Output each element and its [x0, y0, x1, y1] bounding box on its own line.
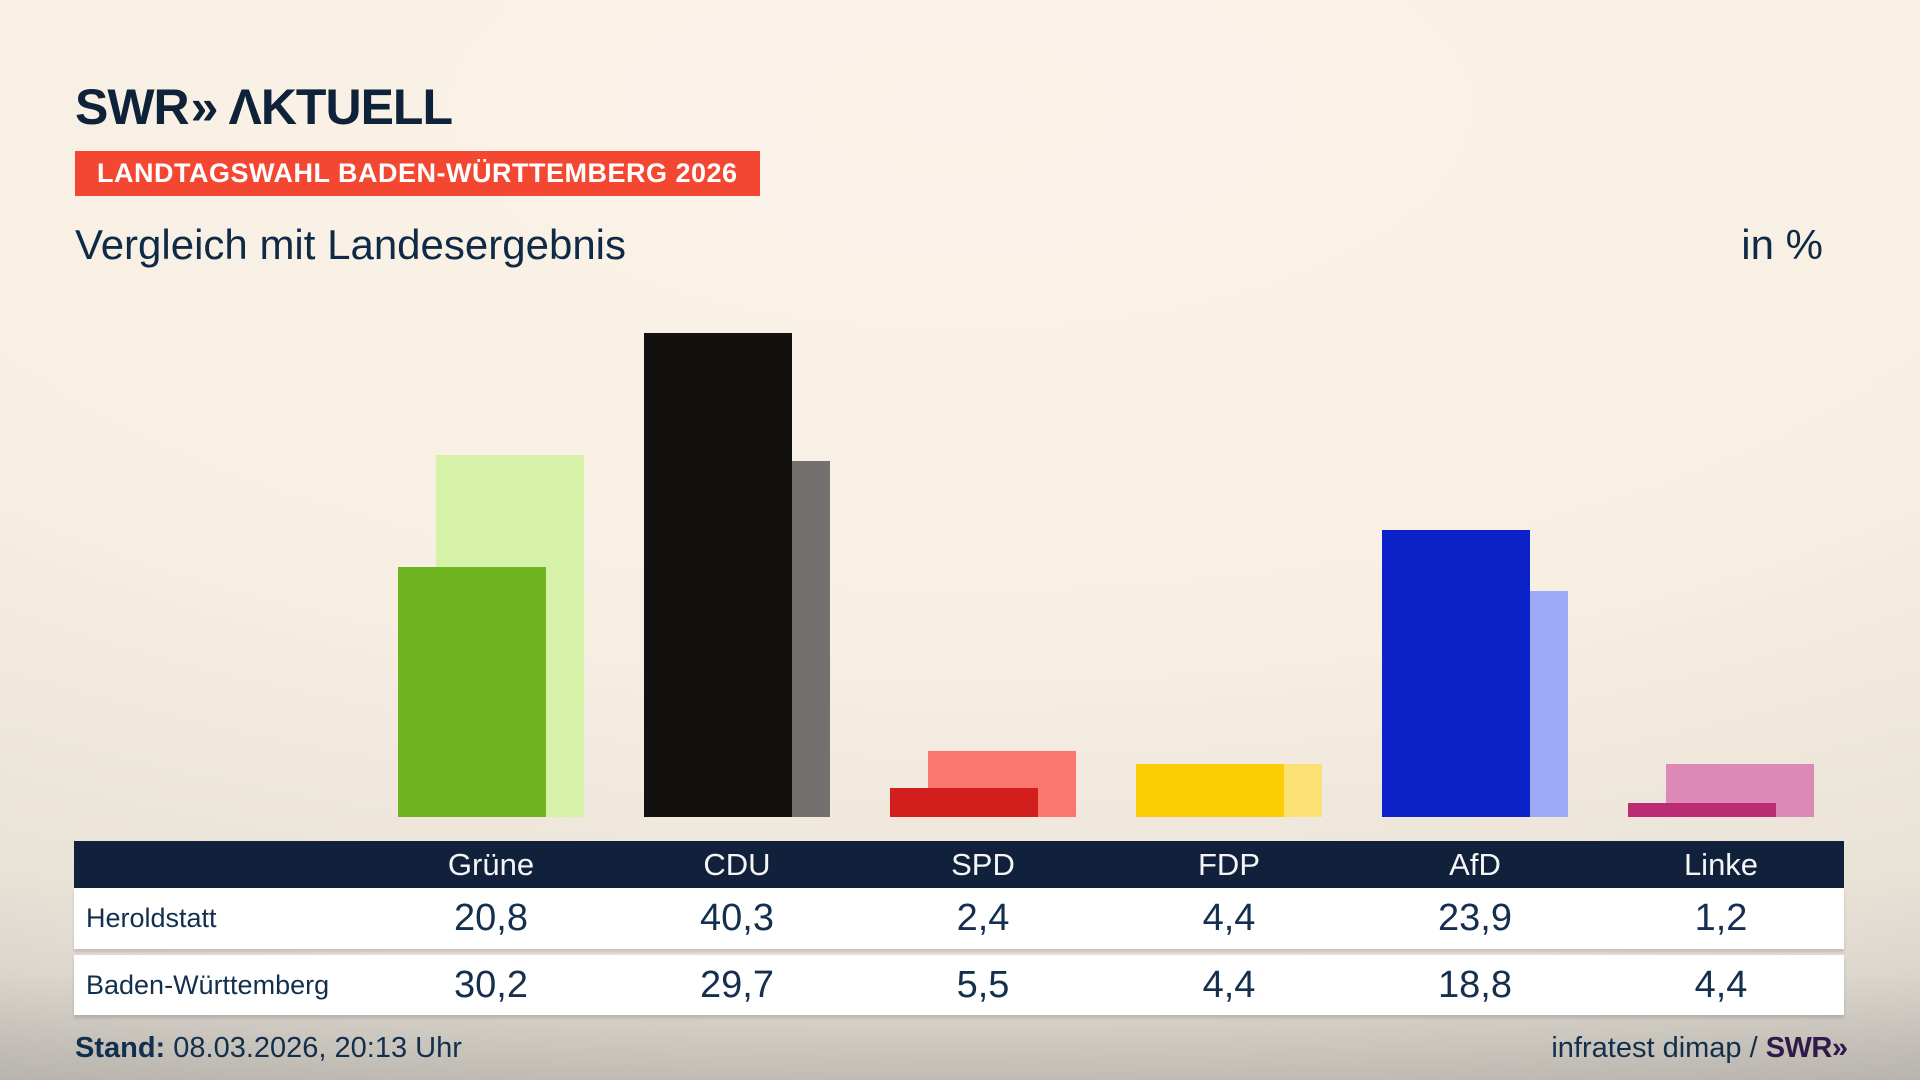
- bar-linke-local: [1628, 803, 1776, 817]
- source-logo-chevrons-icon: »: [1831, 1032, 1848, 1064]
- cell-local-fdp: 4,4: [1202, 897, 1256, 939]
- column-header-cdu: CDU: [703, 846, 771, 882]
- row-label-local: Heroldstatt: [86, 903, 217, 933]
- bar-spd-local: [890, 788, 1038, 817]
- cell-local-cdu: 40,3: [700, 897, 774, 939]
- source-credit: infratest dimap / SWR»: [1551, 1030, 1848, 1066]
- swr-aktuell-logo: SWR» ΛKTUELL: [75, 79, 453, 135]
- cell-state-gruene: 30,2: [454, 963, 528, 1006]
- bar-afd-local: [1382, 530, 1530, 817]
- source-swr-logo: SWR»: [1765, 1032, 1848, 1064]
- source-text: infratest dimap /: [1551, 1032, 1758, 1064]
- cell-local-gruene: 20,8: [454, 897, 528, 939]
- stand-label: Stand:: [75, 1032, 166, 1064]
- cell-state-cdu: 29,7: [700, 963, 774, 1006]
- column-header-empty: [74, 841, 368, 888]
- timestamp: Stand: 08.03.2026, 20:13 Uhr: [75, 1030, 462, 1066]
- logo-suffix-text: ΛKTUELL: [228, 79, 453, 135]
- column-header-fdp: FDP: [1198, 846, 1260, 882]
- cell-state-fdp: 4,4: [1202, 963, 1256, 1006]
- table-row-state: Baden-Württemberg 30,2 29,7 5,5 4,4 18,8…: [74, 955, 1844, 1015]
- source-logo-brand: SWR: [1765, 1032, 1833, 1064]
- unit-label: in %: [1741, 221, 1823, 268]
- cell-state-afd: 18,8: [1438, 963, 1512, 1006]
- table-row-local: Heroldstatt 20,8 40,3 2,4 4,4 23,9 1,2: [74, 888, 1844, 949]
- bar-fdp-local: [1136, 764, 1284, 817]
- column-header-gruene: Grüne: [447, 846, 535, 882]
- logo-brand-text: SWR: [75, 79, 190, 135]
- cell-local-spd: 2,4: [956, 897, 1010, 939]
- cell-local-linke: 1,2: [1694, 897, 1748, 939]
- cell-state-linke: 4,4: [1694, 963, 1748, 1006]
- logo-chevrons-icon: »: [190, 79, 219, 135]
- election-badge: LANDTAGSWAHL BADEN-WÜRTTEMBERG 2026: [75, 151, 760, 196]
- page-title: Vergleich mit Landesergebnis: [75, 221, 627, 268]
- table-header-row: Grüne CDU SPD FDP AfD Linke: [74, 841, 1844, 888]
- cell-state-spd: 5,5: [956, 963, 1010, 1006]
- stand-value: 08.03.2026, 20:13 Uhr: [173, 1032, 462, 1064]
- cell-local-afd: 23,9: [1438, 897, 1512, 939]
- bar-cdu-local: [644, 333, 792, 817]
- bar-gruene-local: [398, 567, 546, 817]
- column-header-spd: SPD: [951, 846, 1015, 882]
- row-label-state: Baden-Württemberg: [86, 969, 330, 1000]
- column-header-afd: AfD: [1449, 846, 1501, 882]
- column-header-linke: Linke: [1683, 846, 1759, 882]
- results-table: Grüne CDU SPD FDP AfD Linke Heroldstatt …: [74, 841, 1844, 1015]
